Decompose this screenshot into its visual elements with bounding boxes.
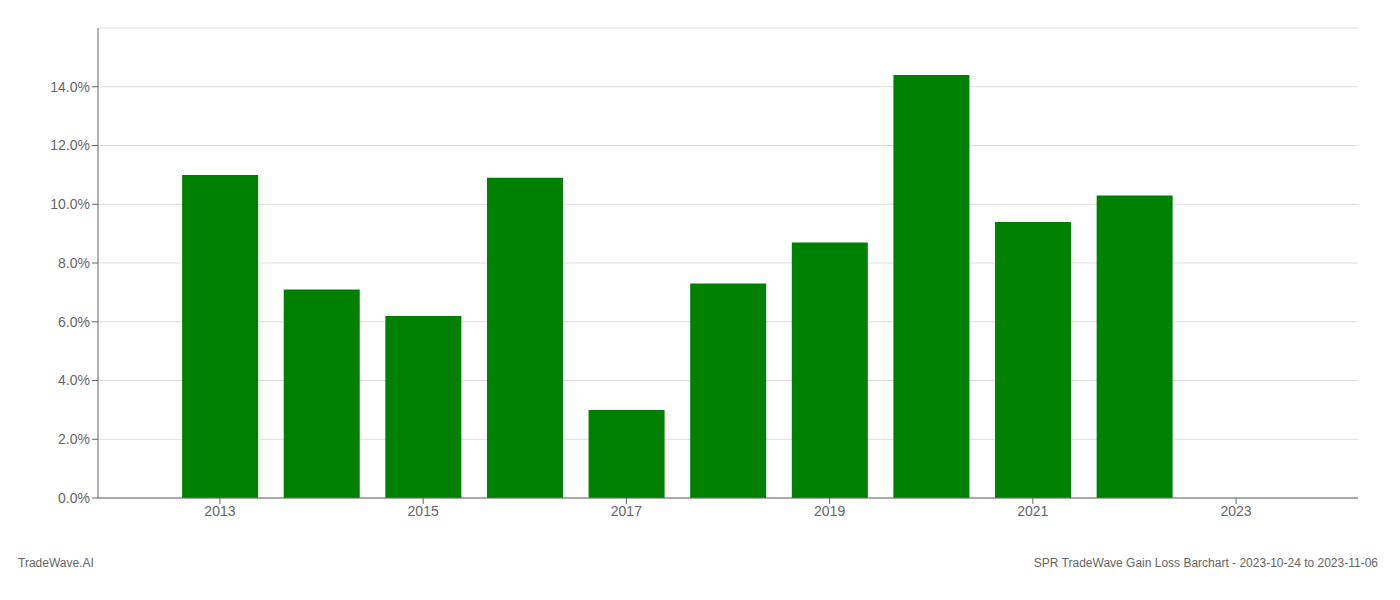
svg-text:2.0%: 2.0% <box>58 431 90 447</box>
svg-text:2023: 2023 <box>1220 503 1251 519</box>
svg-text:6.0%: 6.0% <box>58 314 90 330</box>
svg-text:8.0%: 8.0% <box>58 255 90 271</box>
html-text:SPR TradeWave Gain Loss Barcha: SPR TradeWave Gain Loss Barchart - 2023-… <box>1033 556 1378 570</box>
svg-text:10.0%: 10.0% <box>50 196 90 212</box>
svg-text:2021: 2021 <box>1017 503 1048 519</box>
svg-text:4.0%: 4.0% <box>58 372 90 388</box>
svg-text:2017: 2017 <box>611 503 642 519</box>
html-text:TradeWave.AI: TradeWave.AI <box>18 556 94 570</box>
svg-text:2015: 2015 <box>408 503 439 519</box>
svg-text:2013: 2013 <box>204 503 235 519</box>
svg-text:14.0%: 14.0% <box>50 79 90 95</box>
svg-text:2019: 2019 <box>814 503 845 519</box>
svg-text:0.0%: 0.0% <box>58 490 90 506</box>
svg-text:12.0%: 12.0% <box>50 137 90 153</box>
